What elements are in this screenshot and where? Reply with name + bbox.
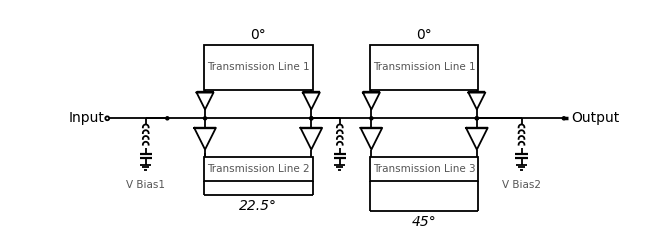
Text: 45°: 45°: [412, 215, 436, 229]
Circle shape: [370, 117, 373, 120]
Bar: [203, 45, 313, 90]
Circle shape: [562, 117, 566, 120]
Circle shape: [475, 117, 478, 120]
Text: 0°: 0°: [416, 28, 432, 42]
Bar: [370, 45, 478, 90]
Circle shape: [203, 117, 207, 120]
Text: Transmission Line 1: Transmission Line 1: [373, 62, 475, 72]
Circle shape: [310, 117, 313, 120]
Text: Transmission Line 1: Transmission Line 1: [207, 62, 310, 72]
Text: V Bias1: V Bias1: [126, 180, 165, 190]
Text: 22.5°: 22.5°: [239, 199, 277, 213]
Text: Transmission Line 2: Transmission Line 2: [207, 164, 310, 174]
Bar: [370, 157, 478, 182]
Text: Input: Input: [68, 111, 104, 125]
Bar: [203, 157, 313, 182]
Circle shape: [310, 117, 313, 120]
Text: 0°: 0°: [250, 28, 266, 42]
Text: V Bias2: V Bias2: [502, 180, 541, 190]
Text: Transmission Line 3: Transmission Line 3: [373, 164, 475, 174]
Text: Output: Output: [571, 111, 619, 125]
Circle shape: [106, 116, 109, 120]
Circle shape: [166, 117, 169, 120]
Circle shape: [475, 117, 478, 120]
